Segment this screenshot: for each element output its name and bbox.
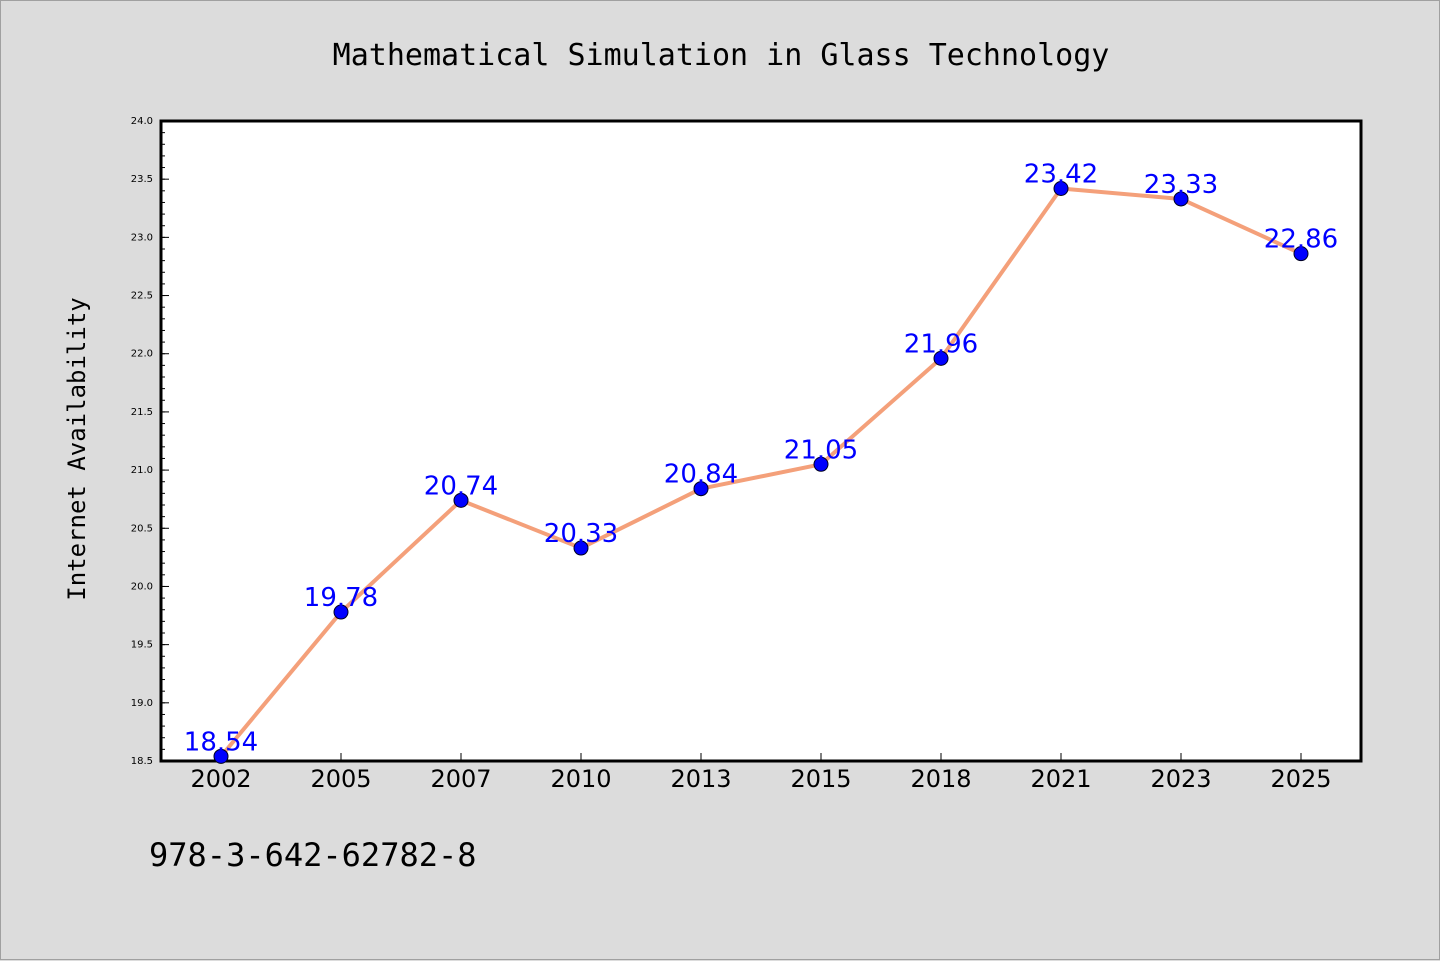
data-label: 23.42 xyxy=(1024,159,1098,189)
y-tick-label: 23.0 xyxy=(131,232,153,243)
x-axis: 2002 2005 2007 2010 2013 2015 2018 2021 2023 2025 xyxy=(190,753,1332,793)
data-label: 23.33 xyxy=(1144,170,1218,200)
y-tick-label: 20.0 xyxy=(131,581,153,592)
data-point xyxy=(453,492,469,508)
x-tick-label: 2021 xyxy=(1030,765,1091,793)
series-line xyxy=(219,186,1302,758)
data-label: 18.54 xyxy=(184,727,258,757)
y-tick-label: 21.5 xyxy=(131,407,153,418)
series-line-group xyxy=(219,186,1302,758)
data-label: 19.78 xyxy=(304,583,378,613)
y-tick-label: 24.0 xyxy=(131,116,153,127)
y-axis: 18.5 19.0 19.5 20.0 20.5 21.0 21.5 22.0 22.5 23.0… xyxy=(131,116,169,767)
chart-title: Mathematical Simulation in Glass Technol… xyxy=(333,38,1110,73)
data-point xyxy=(1293,246,1309,262)
plot-area xyxy=(159,119,1363,763)
y-tick-label: 19.5 xyxy=(131,640,153,651)
data-point xyxy=(333,604,349,620)
y-tick-label: 22.0 xyxy=(131,349,153,360)
data-point xyxy=(213,748,229,764)
x-tick-label: 2005 xyxy=(310,765,371,793)
data-point xyxy=(813,456,829,472)
data-labels: 18.54 19.78 20.74 20.33 20.84 21.05 21.96 23.42… xyxy=(184,159,1338,757)
data-label: 21.05 xyxy=(784,435,858,465)
data-label: 20.84 xyxy=(664,460,738,490)
x-tick-label: 2025 xyxy=(1270,765,1331,793)
x-tick-label: 2018 xyxy=(910,765,971,793)
y-tick-label: 23.5 xyxy=(131,174,153,185)
x-tick-label: 2002 xyxy=(190,765,251,793)
x-tick-label: 2015 xyxy=(790,765,851,793)
y-tick-label: 18.5 xyxy=(131,756,153,767)
data-point xyxy=(933,350,949,366)
data-label: 20.33 xyxy=(544,519,618,549)
data-point xyxy=(1173,191,1189,207)
isbn-text: 978-3-642-62782-8 xyxy=(149,836,477,874)
x-tick-label: 2010 xyxy=(550,765,611,793)
data-point xyxy=(573,540,589,556)
y-tick-label: 19.0 xyxy=(131,698,153,709)
y-tick-label: 22.5 xyxy=(131,291,153,302)
data-point xyxy=(1053,180,1069,196)
x-tick-label: 2007 xyxy=(430,765,491,793)
data-point xyxy=(693,481,709,497)
data-markers xyxy=(213,180,1309,764)
data-label: 21.96 xyxy=(904,329,978,359)
data-label: 22.86 xyxy=(1264,225,1338,255)
y-tick-label: 20.5 xyxy=(131,523,153,534)
y-tick-label: 21.0 xyxy=(131,465,153,476)
x-tick-label: 2013 xyxy=(670,765,731,793)
data-label: 20.74 xyxy=(424,471,498,501)
x-tick-label: 2023 xyxy=(1150,765,1211,793)
y-axis-label: Internet Availability xyxy=(63,297,91,600)
